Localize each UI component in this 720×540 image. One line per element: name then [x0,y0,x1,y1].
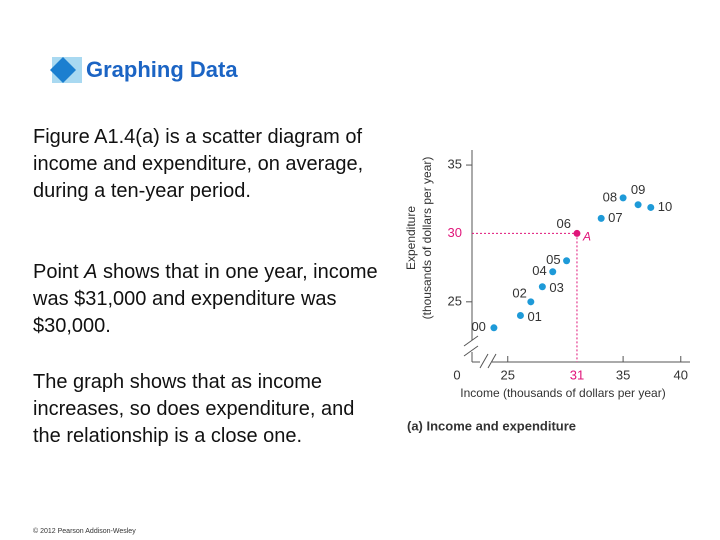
highlight-x-label: 31 [570,367,584,382]
point [573,229,581,237]
point [634,201,642,209]
origin-label: 0 [453,367,460,382]
axis-break [463,345,479,357]
point [563,257,571,265]
point [538,283,546,291]
text: shows that in one year, income was $31,0… [33,261,378,337]
text: A [84,261,98,283]
y-tick-label: 25 [448,293,462,308]
caption: (a) Income and expenditure [407,418,576,433]
x-tick-label: 35 [616,367,630,382]
axis-break [487,353,497,369]
highlight-point-label: A [582,230,591,244]
x-tick-label: 25 [501,367,515,382]
point [647,203,655,211]
paragraph: Point A shows that in one year, income w… [33,259,378,340]
point-label: 06 [556,216,570,231]
point-label: 10 [658,199,672,214]
axis-break [463,335,479,347]
point [619,194,627,202]
point [516,311,524,319]
point [549,268,557,276]
point [527,298,535,306]
point [597,214,605,222]
point-label: 07 [608,210,622,225]
paragraph: The graph shows that as income increases… [33,371,355,447]
text: Point [33,261,85,283]
point [490,324,498,332]
point-label: 04 [532,263,546,278]
axis-break [479,353,489,369]
highlight-y-label: 30 [448,225,462,240]
y-axis-label: Expenditure [404,206,418,270]
title-diamond [50,57,76,83]
point-label: 02 [512,285,526,300]
point-label: 00 [471,319,485,334]
point-label: 08 [603,189,617,204]
x-tick-label: 40 [674,367,688,382]
y-tick-label: 35 [448,156,462,171]
x-axis-label: Income (thousands of dollars per year) [460,386,665,400]
y-axis-label: (thousands of dollars per year) [420,157,434,320]
paragraph: Figure A1.4(a) is a scatter diagram of i… [33,126,364,202]
point-label: 01 [527,309,541,324]
footer: © 2012 Pearson Addison-Wesley [33,528,136,535]
point-label: 03 [549,280,563,295]
slide-title: Graphing Data [86,57,238,82]
point-label: 09 [631,182,645,197]
point-label: 05 [546,252,560,267]
